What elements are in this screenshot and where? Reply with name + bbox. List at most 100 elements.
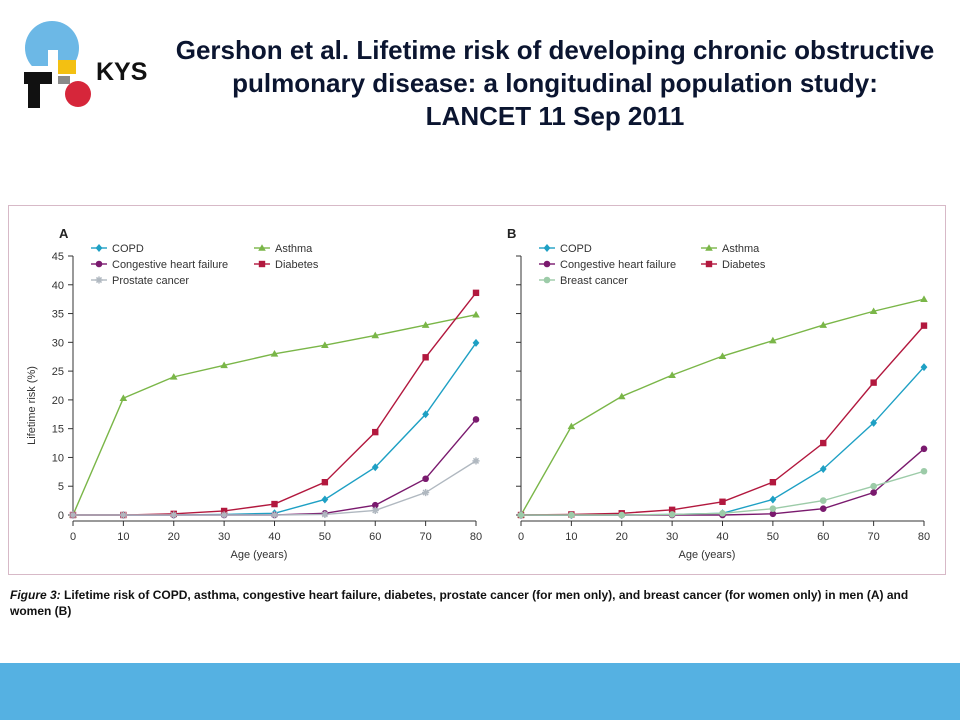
- page-title: Gershon et al. Lifetime risk of developi…: [165, 34, 945, 133]
- legend-marker-copd: [95, 244, 103, 252]
- series-line-chf: [521, 448, 925, 516]
- data-point-breast: [769, 505, 777, 512]
- logo-yellow-square: [58, 60, 76, 74]
- data-point-prostate-stroke: [472, 457, 480, 464]
- panel-label: B: [507, 226, 516, 241]
- data-point-chf: [422, 475, 429, 483]
- data-point-diabetes: [870, 379, 877, 386]
- data-point-breast: [668, 511, 676, 518]
- data-point-diabetes: [920, 322, 928, 329]
- data-point-chf: [920, 445, 928, 453]
- figure-caption: Figure 3: Lifetime risk of COPD, asthma,…: [10, 587, 945, 619]
- bottom-bar: [0, 663, 960, 720]
- data-point-asthma: [769, 336, 777, 344]
- logo-text: KYS: [96, 58, 147, 86]
- chart-legend: COPD Asthma Congestive heart failure Diabet…: [91, 243, 319, 287]
- data-point-asthma: [617, 392, 626, 400]
- legend-marker-copd: [543, 244, 551, 252]
- legend-marker-breast: [543, 276, 551, 284]
- legend-marker-diabetes: [705, 260, 713, 268]
- y-tick-label: 35: [52, 309, 64, 321]
- data-point-diabetes: [271, 500, 278, 508]
- data-point-asthma: [371, 331, 380, 339]
- x-tick-label: 0: [70, 531, 76, 543]
- legend-label-prostate: Prostate cancer: [112, 275, 189, 287]
- x-tick-label: 80: [918, 531, 930, 543]
- legend-marker-prostate: [95, 276, 103, 284]
- data-point-diabetes: [668, 506, 676, 514]
- y-tick-label: 0: [58, 510, 64, 522]
- data-point-asthma: [819, 321, 828, 328]
- data-point-prostate: [270, 511, 279, 519]
- caption-text: Lifetime risk of COPD, asthma, congestiv…: [10, 588, 909, 618]
- data-point-asthma: [119, 394, 128, 401]
- series-line-diabetes: [73, 292, 477, 516]
- legend-marker-prostate-stroke: [95, 276, 103, 284]
- data-point-breast: [568, 511, 575, 519]
- data-point-prostate: [371, 506, 379, 514]
- legend-label-copd: COPD: [560, 243, 592, 255]
- data-point-diabetes: [422, 354, 429, 361]
- data-point-asthma: [169, 373, 178, 380]
- data-point-chf: [819, 505, 827, 512]
- data-point-asthma: [421, 321, 430, 328]
- data-point-asthma: [920, 295, 928, 302]
- x-tick-label: 30: [218, 531, 230, 543]
- data-point-prostate-stroke: [170, 511, 177, 519]
- series-line-breast: [521, 470, 925, 516]
- y-tick-label: 20: [52, 395, 64, 407]
- y-tick-label: 40: [52, 280, 64, 292]
- x-tick-label: 60: [369, 531, 381, 543]
- data-point-diabetes: [719, 498, 726, 505]
- x-tick-label: 70: [868, 531, 880, 543]
- data-point-diabetes: [472, 289, 480, 297]
- y-tick-label: 15: [52, 424, 64, 436]
- series-line-asthma: [520, 298, 925, 516]
- data-point-asthma: [668, 371, 676, 378]
- data-point-diabetes: [820, 439, 827, 447]
- series-asthma: [517, 295, 928, 518]
- data-point-prostate-stroke: [271, 511, 278, 519]
- series-diabetes: [69, 289, 480, 519]
- data-point-prostate: [69, 511, 77, 519]
- data-point-prostate: [220, 511, 228, 519]
- x-axis-label: Age (years): [679, 549, 736, 561]
- legend-label-diabetes: Diabetes: [275, 259, 319, 271]
- data-point-breast: [719, 509, 726, 517]
- x-axis-label: Age (years): [231, 549, 288, 561]
- x-tick-label: 10: [565, 531, 577, 543]
- series-line-copd: [73, 342, 477, 516]
- title-line-3: LANCET 11 Sep 2011: [425, 101, 685, 131]
- title-line-1: Gershon et al. Lifetime risk of developi…: [175, 35, 935, 65]
- series-chf: [517, 445, 928, 519]
- legend-marker-asthma: [705, 244, 713, 251]
- legend-label-chf: Congestive heart failure: [112, 259, 228, 271]
- data-point-chf: [769, 510, 777, 518]
- y-tick-label: 5: [58, 481, 64, 493]
- x-tick-label: 0: [518, 531, 524, 543]
- logo-gray-square: [58, 76, 70, 84]
- y-tick-label: 25: [52, 366, 64, 378]
- data-point-prostate: [422, 488, 430, 497]
- data-point-asthma: [567, 422, 576, 430]
- data-point-prostate-stroke: [422, 489, 429, 496]
- y-axis-label: Lifetime risk (%): [26, 366, 38, 445]
- caption-label: Figure 3:: [10, 588, 61, 602]
- data-point-asthma: [321, 341, 329, 349]
- data-point-copd: [920, 363, 928, 372]
- data-point-copd: [870, 418, 878, 427]
- data-point-breast: [920, 467, 928, 475]
- data-point-copd: [472, 338, 480, 347]
- x-tick-label: 40: [716, 531, 728, 543]
- series-line-chf: [73, 419, 477, 516]
- data-point-chf: [870, 489, 877, 496]
- x-tick-label: 20: [168, 531, 180, 543]
- series-prostate: [69, 457, 480, 519]
- y-tick-label: 10: [52, 452, 64, 464]
- data-point-asthma: [718, 352, 727, 359]
- data-point-breast: [618, 511, 626, 519]
- legend-label-copd: COPD: [112, 243, 144, 255]
- legend-marker-asthma: [258, 244, 266, 251]
- x-tick-label: 20: [616, 531, 628, 543]
